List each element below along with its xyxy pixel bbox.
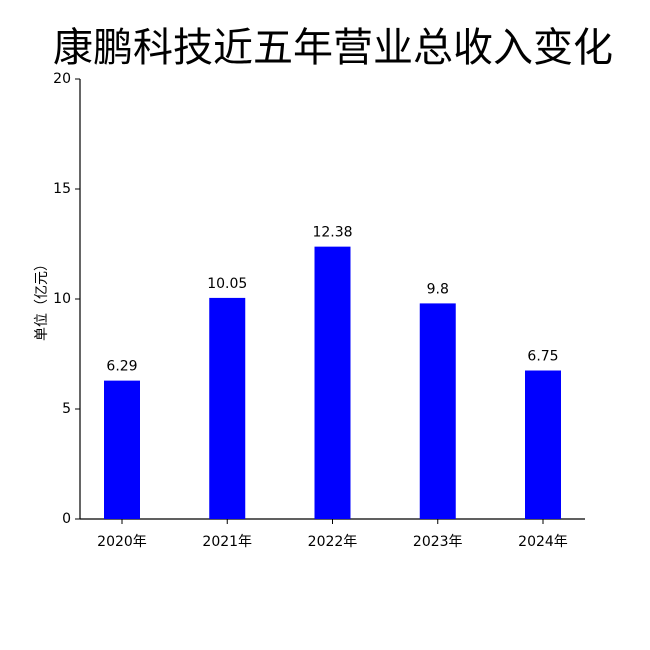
x-tick-label: 2024年: [518, 534, 568, 550]
data-label: 6.75: [527, 349, 558, 365]
y-axis-label: 单位（亿元）: [34, 257, 50, 341]
data-label: 9.8: [427, 281, 449, 297]
y-tick-label: 20: [53, 71, 71, 87]
x-tick-label: 2021年: [202, 534, 252, 550]
y-tick-label: 5: [62, 401, 71, 417]
x-tick-label: 2020年: [97, 534, 147, 550]
y-tick-label: 10: [53, 291, 71, 307]
data-label: 12.38: [312, 225, 352, 241]
bar: [209, 297, 246, 519]
data-label: 6.29: [106, 359, 137, 375]
bar: [314, 246, 351, 519]
chart-title: 康鹏科技近五年营业总收入变化: [53, 25, 613, 71]
bar: [525, 370, 561, 519]
y-tick-label: 15: [53, 181, 71, 197]
y-tick-label: 0: [62, 511, 71, 527]
bar: [104, 380, 140, 519]
x-tick-label: 2022年: [308, 534, 358, 550]
bar: [419, 303, 456, 519]
x-tick-label: 2023年: [413, 534, 463, 550]
data-label: 10.05: [207, 276, 247, 292]
